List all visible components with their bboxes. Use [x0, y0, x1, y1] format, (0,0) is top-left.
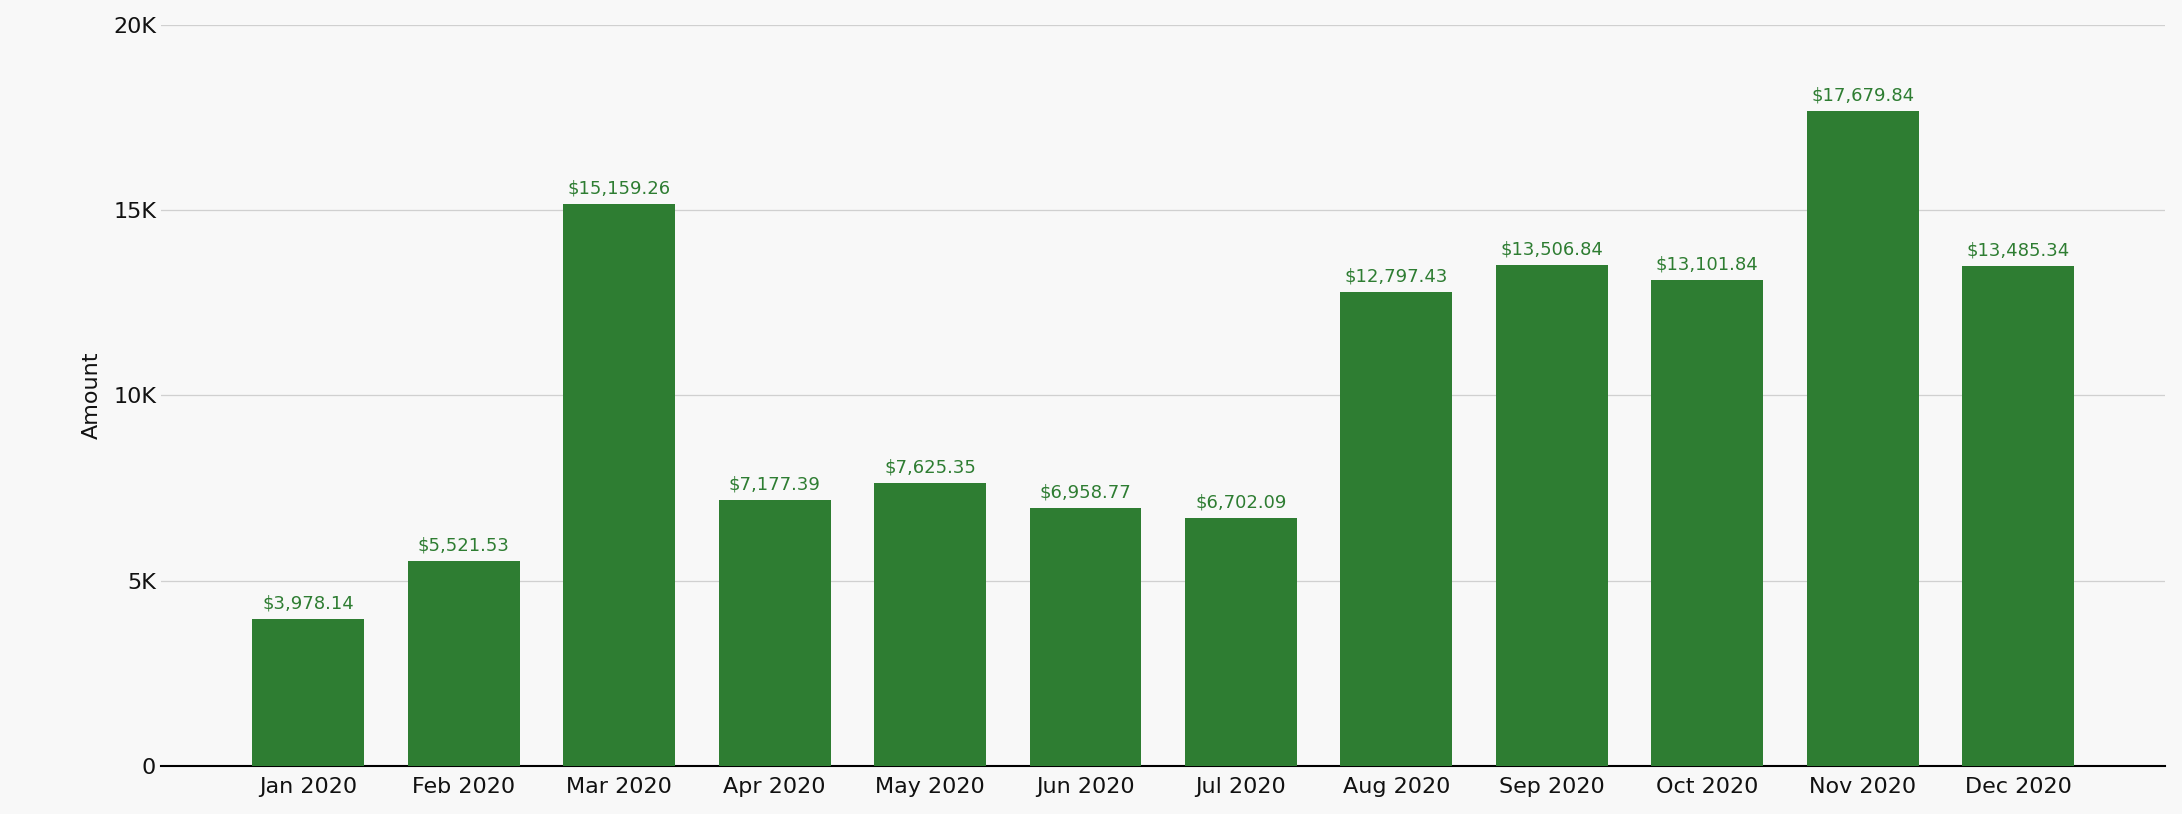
Y-axis label: Amount: Amount — [83, 352, 103, 440]
Text: $13,101.84: $13,101.84 — [1656, 256, 1759, 274]
Text: $13,506.84: $13,506.84 — [1501, 241, 1604, 259]
Bar — [875, 484, 986, 766]
Bar — [1340, 291, 1453, 766]
Bar — [563, 204, 674, 766]
Bar — [1652, 281, 1763, 766]
Bar — [1962, 266, 2075, 766]
Text: $6,702.09: $6,702.09 — [1196, 493, 1287, 511]
Text: $5,521.53: $5,521.53 — [417, 536, 511, 555]
Text: $7,177.39: $7,177.39 — [729, 475, 820, 493]
Bar — [718, 500, 831, 766]
Bar — [1185, 518, 1296, 766]
Bar — [1030, 508, 1141, 766]
Text: $15,159.26: $15,159.26 — [567, 179, 670, 198]
Text: $13,485.34: $13,485.34 — [1966, 242, 2071, 260]
Bar — [253, 619, 364, 766]
Bar — [408, 562, 519, 766]
Text: $17,679.84: $17,679.84 — [1811, 86, 1914, 104]
Text: $7,625.35: $7,625.35 — [884, 459, 975, 477]
Text: $6,958.77: $6,958.77 — [1039, 484, 1130, 501]
Bar — [1497, 265, 1608, 766]
Text: $3,978.14: $3,978.14 — [262, 594, 353, 612]
Text: $12,797.43: $12,797.43 — [1344, 267, 1449, 285]
Bar — [1807, 111, 1918, 766]
